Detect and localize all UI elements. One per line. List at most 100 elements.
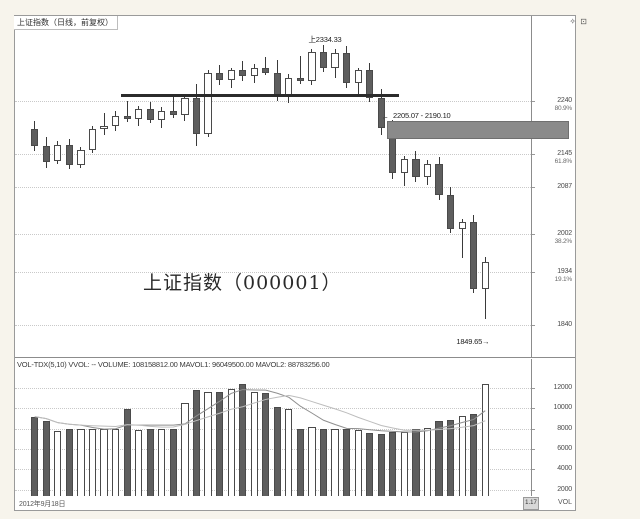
candlestick: [31, 16, 39, 357]
candlestick: [354, 16, 362, 357]
candle-body: [54, 144, 62, 162]
window-controls-icon[interactable]: ✧ ⊡: [569, 17, 588, 26]
candlestick: [169, 16, 177, 357]
candlestick: [42, 16, 50, 357]
candlestick: [65, 16, 73, 357]
candlestick: [296, 16, 304, 357]
candle-body: [77, 150, 85, 165]
price-gridline: [15, 186, 531, 188]
status-indicator-label: VOL: [557, 499, 572, 506]
candlestick: [423, 16, 432, 357]
volume-bar: [285, 409, 293, 510]
candle-body: [250, 67, 258, 77]
candle-body: [169, 111, 177, 115]
candle-body: [331, 53, 339, 68]
volume-axis-tick: [532, 388, 535, 390]
volume-gridline: [15, 469, 531, 471]
volume-bar: [215, 392, 224, 510]
price-axis: 2240 80.9% 2145 61.8% 2087 2002 38.2% 1934 19.1%…: [531, 16, 575, 357]
candle-body: [470, 221, 478, 290]
price-axis-tick: [532, 154, 535, 156]
candlestick: [308, 16, 316, 357]
price-axis-label: 2002 38.2%: [554, 230, 573, 246]
candlestick: [88, 16, 97, 357]
resistance-zone-label: 2205.07 - 2190.10: [393, 110, 451, 120]
price-axis-tick: [532, 272, 535, 274]
candle-body: [343, 53, 351, 84]
candle-body: [146, 108, 154, 121]
price-axis-label: 1934 19.1%: [554, 268, 573, 284]
price-gridline: [15, 234, 531, 236]
price-axis-label: 1840: [557, 320, 572, 328]
page-title: 上证指数（日线，前复权）: [14, 16, 118, 30]
volume-axis-tick: [532, 489, 535, 491]
candle-body: [262, 67, 270, 74]
candlestick: [389, 16, 397, 357]
candle-wick: [299, 56, 301, 85]
candle-body: [435, 163, 443, 196]
volume-axis-tick: [532, 449, 535, 451]
candle-body: [42, 145, 50, 162]
trendline-annotation: [121, 94, 399, 98]
candle-body: [319, 51, 328, 68]
volume-bar: [204, 392, 212, 510]
volume-ma-line: [34, 394, 486, 431]
low-price-marker: 1849.65→: [456, 337, 490, 347]
status-badge[interactable]: 1.17: [523, 497, 539, 510]
candlestick: [77, 16, 85, 357]
volume-axis-label: 4000: [557, 465, 572, 473]
volume-axis: 2000 4000 6000 8000 10000 12000: [531, 359, 575, 510]
price-axis-label: 2087: [557, 182, 572, 190]
candle-body: [181, 97, 189, 115]
volume-axis-label: 12000: [553, 384, 573, 392]
candle-body: [158, 111, 166, 121]
price-pane[interactable]: 2240 80.9% 2145 61.8% 2087 2002 38.2% 1934 19.1%…: [15, 16, 575, 358]
candle-wick: [265, 57, 267, 76]
price-axis-label: 2240 80.9%: [554, 97, 573, 113]
resistance-zone-rect: [387, 120, 569, 139]
price-axis-label: 2145 61.8%: [554, 150, 573, 166]
volume-bar: [273, 407, 281, 510]
high-price-marker: 上2334.33: [308, 35, 342, 45]
price-axis-tick: [532, 234, 535, 236]
candlestick: [54, 16, 62, 357]
price-axis-tick: [532, 101, 535, 103]
candlestick: [435, 16, 443, 357]
candlestick: [181, 16, 189, 357]
candlestick: [285, 16, 293, 357]
candlestick: [412, 16, 420, 357]
candle-body: [239, 69, 247, 77]
candlestick: [446, 16, 455, 357]
chart-canvas[interactable]: 2240 80.9% 2145 61.8% 2087 2002 38.2% 1934 19.1%…: [14, 15, 576, 511]
candlestick: [262, 16, 270, 357]
candlestick: [458, 16, 466, 357]
price-plot-area[interactable]: [15, 16, 531, 357]
candlestick: [135, 16, 143, 357]
candlestick: [204, 16, 212, 357]
volume-ma-line: [34, 389, 486, 433]
candlestick: [319, 16, 328, 357]
price-gridline: [15, 324, 531, 326]
status-date-label: 2012年9月18日: [19, 501, 66, 508]
price-gridline: [15, 101, 531, 103]
volume-axis-label: 2000: [557, 485, 572, 493]
candle-wick: [461, 218, 463, 258]
volume-bar: [239, 384, 247, 510]
candlestick: [377, 16, 385, 357]
candle-body: [412, 159, 420, 178]
volume-bar: [227, 389, 235, 510]
volume-pane[interactable]: VOL-TDX(5,10) VVOL: -- VOLUME: 108158812…: [15, 359, 575, 510]
candlestick: [250, 16, 258, 357]
candlestick: [192, 16, 201, 357]
candle-body: [354, 69, 362, 84]
volume-plot-area[interactable]: [15, 370, 531, 510]
candlestick: [112, 16, 120, 357]
candle-body: [308, 51, 316, 81]
candle-body: [285, 77, 293, 96]
price-axis-tick: [532, 324, 535, 326]
price-gridline: [15, 272, 531, 274]
candlestick: [481, 16, 489, 357]
candlestick: [215, 16, 224, 357]
volume-indicator-header: VOL-TDX(5,10) VVOL: -- VOLUME: 108158812…: [17, 360, 330, 369]
